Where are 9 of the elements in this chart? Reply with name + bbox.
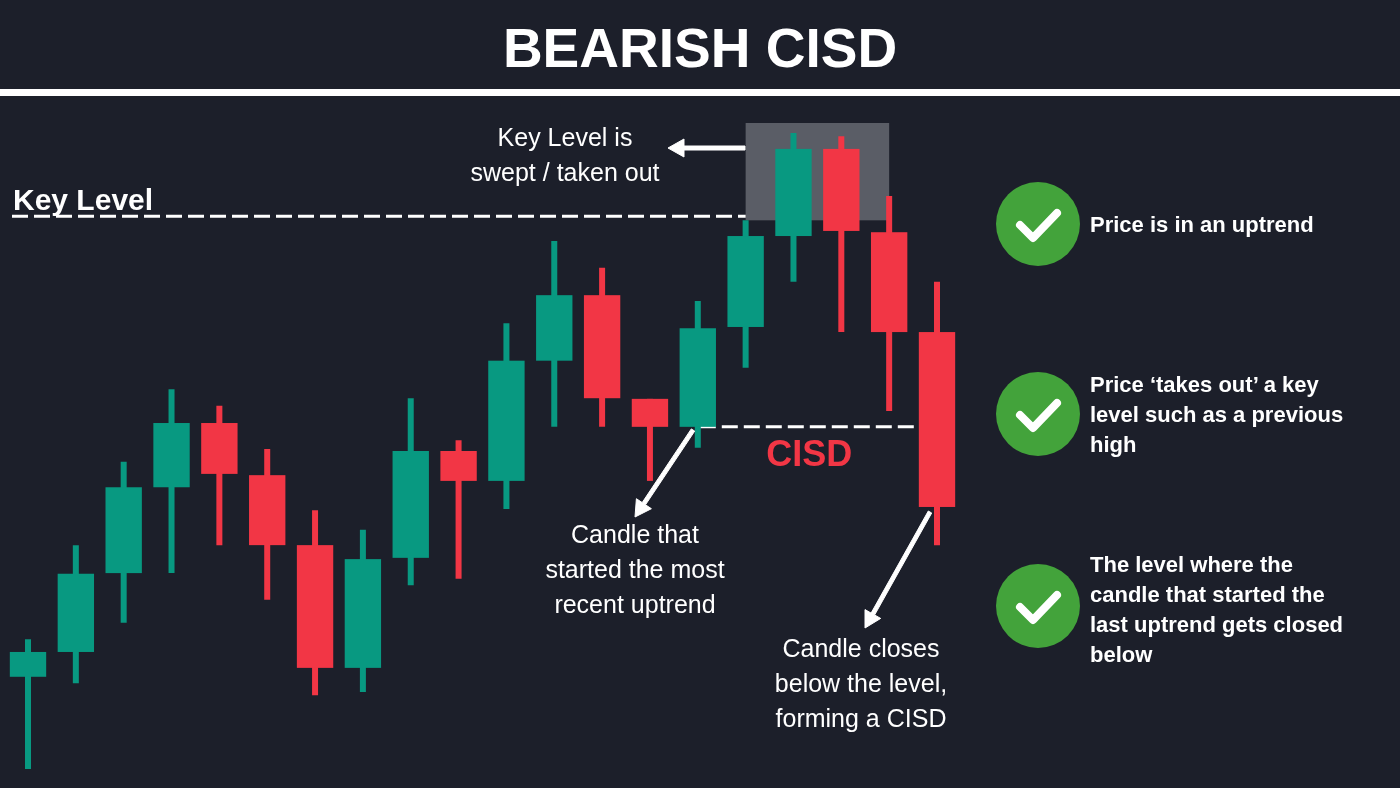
annotation: Key Level is swept / taken out	[470, 123, 660, 186]
text: Price ‘takes out’ a key level such as a previous high	[1090, 372, 1344, 457]
annotation: Candle closes below the level, forming a CISD	[774, 634, 948, 732]
chart-title: BEARISH CISD	[502, 17, 898, 79]
text: The level where the candle that started the last uptrend gets closed below	[1090, 552, 1344, 667]
ref-line-label: CISD	[766, 432, 853, 474]
text: Price is in an uptrend	[1090, 212, 1314, 237]
annotation: Candle that started the most recent uptrend	[545, 520, 725, 618]
ref-line-label: Key Level	[13, 183, 154, 217]
